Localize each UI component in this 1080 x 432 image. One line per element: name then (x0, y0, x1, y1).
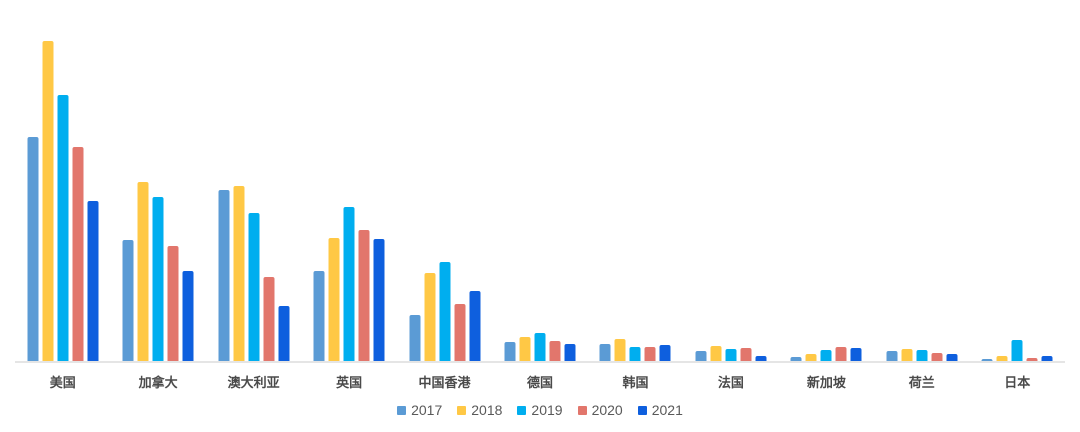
bar-2017-荷兰[interactable] (886, 351, 898, 362)
bar-2020-美国[interactable] (72, 147, 84, 362)
bar-2021-中国香港[interactable] (469, 291, 481, 362)
bar-2017-法国[interactable] (695, 351, 707, 362)
legend-label: 2021 (651, 402, 683, 418)
bar-2019-美国[interactable] (57, 95, 69, 362)
bar-group-加拿大 (122, 182, 194, 362)
x-axis-label-韩国: 韩国 (622, 375, 649, 390)
bar-2019-法国[interactable] (725, 349, 737, 362)
legend-item-2019[interactable]: 2019 (517, 402, 563, 418)
bar-2017-新加坡[interactable] (790, 357, 802, 362)
bar-2018-德国[interactable] (519, 337, 531, 362)
legend-label: 2017 (411, 402, 443, 418)
bar-2019-加拿大[interactable] (152, 197, 164, 362)
bar-2021-德国[interactable] (564, 344, 576, 362)
bar-group-法国 (695, 346, 767, 362)
x-axis-label-荷兰: 荷兰 (908, 375, 935, 390)
bar-group-日本 (981, 340, 1053, 362)
legend-swatch-icon (637, 405, 647, 415)
bar-2018-中国香港[interactable] (424, 273, 436, 362)
x-axis-line (15, 361, 1065, 363)
x-axis-label-加拿大: 加拿大 (138, 375, 178, 390)
bar-group-韩国 (599, 339, 671, 362)
bar-2017-加拿大[interactable] (122, 240, 134, 362)
bar-2021-新加坡[interactable] (850, 348, 862, 362)
bar-2017-韩国[interactable] (599, 344, 611, 362)
legend-label: 2020 (591, 402, 623, 418)
bar-2017-美国[interactable] (27, 137, 39, 362)
bar-2021-法国[interactable] (755, 356, 767, 362)
x-axis-labels: 美国 加拿大 澳大利亚 英国 中国香港 德国 韩国 法国 新加坡 荷兰 日本 (15, 372, 1065, 392)
bar-group-德国 (504, 333, 576, 362)
bar-2017-中国香港[interactable] (409, 315, 421, 362)
x-axis-label-日本: 日本 (1004, 375, 1031, 390)
bar-2020-新加坡[interactable] (835, 347, 847, 362)
bar-2018-荷兰[interactable] (901, 349, 913, 362)
bar-2019-荷兰[interactable] (916, 350, 928, 362)
legend-swatch-icon (457, 405, 467, 415)
bar-2020-中国香港[interactable] (454, 304, 466, 362)
bar-2017-德国[interactable] (504, 342, 516, 362)
legend-item-2021[interactable]: 2021 (637, 402, 683, 418)
legend-item-2017[interactable]: 2017 (397, 403, 442, 417)
bar-2021-韩国[interactable] (659, 345, 671, 362)
x-axis-label-英国: 英国 (336, 375, 363, 390)
bar-2018-新加坡[interactable] (805, 354, 817, 362)
bar-2018-澳大利亚[interactable] (233, 186, 245, 362)
bar-2018-英国[interactable] (328, 238, 340, 362)
bar-2021-英国[interactable] (373, 239, 385, 362)
legend-swatch-icon (397, 405, 407, 415)
bar-group-新加坡 (790, 347, 862, 362)
bar-2020-韩国[interactable] (644, 347, 656, 362)
legend-swatch-icon (517, 405, 527, 415)
x-axis-label-德国: 德国 (526, 375, 554, 390)
bar-2019-澳大利亚[interactable] (248, 213, 260, 362)
bar-2019-日本[interactable] (1011, 340, 1023, 362)
bar-2020-德国[interactable] (549, 341, 561, 362)
bar-2018-日本[interactable] (996, 356, 1008, 362)
x-axis-label-澳大利亚: 澳大利亚 (227, 375, 280, 390)
bar-group-英国 (313, 207, 385, 362)
bar-2020-日本[interactable] (1026, 358, 1038, 362)
bar-2020-澳大利亚[interactable] (263, 277, 275, 362)
legend-swatch-icon (577, 405, 587, 415)
bar-group-中国香港 (409, 262, 481, 362)
bar-2017-日本[interactable] (981, 359, 993, 362)
bar-group-荷兰 (886, 349, 958, 362)
bar-2019-韩国[interactable] (629, 347, 641, 362)
bar-2020-英国[interactable] (358, 230, 370, 362)
bar-2017-澳大利亚[interactable] (218, 190, 230, 362)
bar-2018-韩国[interactable] (614, 339, 626, 362)
bar-2021-加拿大[interactable] (182, 271, 194, 362)
bar-2018-加拿大[interactable] (137, 182, 149, 362)
bar-2021-澳大利亚[interactable] (278, 306, 290, 362)
legend-item-2020[interactable]: 2020 (577, 402, 623, 418)
x-axis-label-新加坡: 新加坡 (806, 375, 846, 390)
bar-2017-英国[interactable] (313, 271, 325, 362)
bar-2019-英国[interactable] (343, 207, 355, 362)
x-axis-label-法国: 法国 (717, 375, 744, 390)
bar-2021-荷兰[interactable] (946, 354, 958, 362)
x-axis-label-美国: 美国 (49, 375, 76, 390)
bar-2019-新加坡[interactable] (820, 350, 832, 362)
bar-group-美国 (27, 41, 99, 362)
legend-item-2018[interactable]: 2018 (457, 403, 502, 417)
plot-area (15, 30, 1065, 362)
bar-2020-荷兰[interactable] (931, 353, 943, 362)
x-axis-label-中国香港: 中国香港 (418, 375, 471, 390)
bar-2018-法国[interactable] (710, 346, 722, 362)
bar-2021-美国[interactable] (87, 201, 99, 362)
legend-label: 2018 (471, 402, 503, 418)
bar-2019-德国[interactable] (534, 333, 546, 362)
bar-2021-日本[interactable] (1041, 356, 1053, 362)
legend: 2017 2018 2019 2020 2021 (0, 401, 1080, 419)
legend-label: 2019 (531, 402, 563, 418)
bar-2020-法国[interactable] (740, 348, 752, 362)
bar-group-澳大利亚 (218, 186, 290, 362)
bar-2019-中国香港[interactable] (439, 262, 451, 362)
bar-2018-美国[interactable] (42, 41, 54, 362)
bar-2020-加拿大[interactable] (167, 246, 179, 362)
